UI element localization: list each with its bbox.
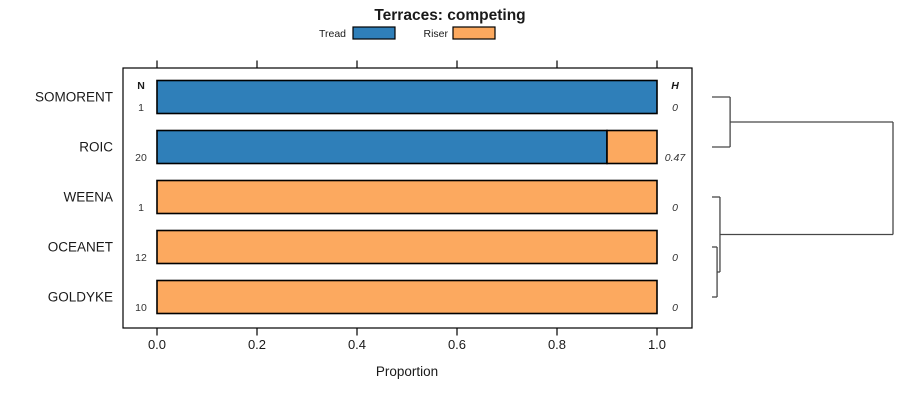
bar-segment-riser-weena (156, 179, 658, 215)
h-value-weena: 0 (672, 202, 678, 214)
n-column-header: N (137, 80, 145, 92)
bar-segment-tread-roic (156, 129, 608, 165)
legend: Tread Riser (319, 26, 496, 40)
n-value-oceanet: 12 (135, 252, 147, 264)
dendrogram (712, 96, 894, 298)
category-label-oceanet: OCEANET (48, 240, 113, 255)
n-value-goldyke: 10 (135, 302, 147, 314)
category-label-somorent: SOMORENT (35, 90, 113, 105)
bars-group (156, 79, 658, 315)
bar-segment-tread-somorent (156, 79, 658, 115)
bar-segment-riser-oceanet (156, 229, 658, 265)
category-labels-group: SOMORENT ROIC WEENA OCEANET GOLDYKE (35, 90, 113, 305)
bar-segment-riser-roic (606, 129, 658, 165)
x-tick-label: 0.8 (548, 337, 566, 352)
h-column-header: H (671, 80, 679, 92)
legend-swatch-riser (452, 26, 496, 40)
x-tick-label: 0.2 (248, 337, 266, 352)
x-tick-label: 1.0 (648, 337, 666, 352)
h-value-roic: 0.47 (665, 152, 687, 164)
nh-values-group: 1 020 0.471 012 010 0 (135, 102, 686, 314)
n-value-somorent: 1 (138, 102, 144, 114)
h-value-oceanet: 0 (672, 252, 678, 264)
legend-label-tread: Tread (319, 28, 346, 40)
n-value-weena: 1 (138, 202, 144, 214)
h-value-goldyke: 0 (672, 302, 678, 314)
bar-segment-riser-goldyke (156, 279, 658, 315)
chart-title: Terraces: competing (374, 7, 525, 24)
x-tick-label: 0.4 (348, 337, 366, 352)
h-value-somorent: 0 (672, 102, 678, 114)
legend-label-riser: Riser (423, 28, 448, 40)
x-tick-label: 0.6 (448, 337, 466, 352)
category-label-goldyke: GOLDYKE (48, 290, 113, 305)
plot-frame (122, 67, 693, 329)
x-tick-label: 0.0 (148, 337, 166, 352)
axes-group: 0.0 0.2 0.4 0.6 0.8 1.0 (148, 60, 666, 352)
category-label-weena: WEENA (63, 190, 113, 205)
legend-swatch-tread (352, 26, 396, 40)
category-label-roic: ROIC (79, 140, 113, 155)
x-axis-title: Proportion (376, 364, 438, 379)
n-value-roic: 20 (135, 152, 147, 164)
